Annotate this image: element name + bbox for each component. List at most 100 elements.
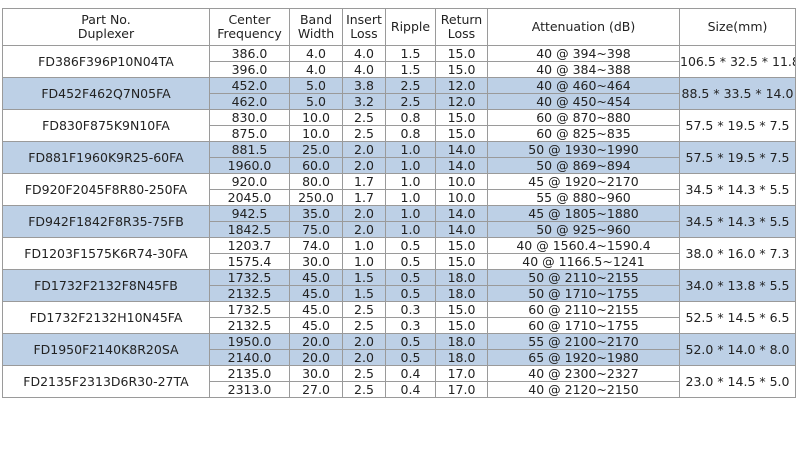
- band-width-cell: 45.0: [289, 301, 343, 318]
- ripple-cell: 1.0: [385, 205, 436, 222]
- band-width-cell: 4.0: [289, 61, 343, 78]
- attenuation-cell: 50 @ 925~960: [487, 221, 680, 238]
- insert-loss-cell: 2.5: [342, 125, 386, 142]
- insert-loss-cell: 1.7: [342, 189, 386, 206]
- header-line: Part No.: [81, 12, 131, 27]
- band-width-cell: 80.0: [289, 173, 343, 190]
- attenuation-cell: 60 @ 825~835: [487, 125, 680, 142]
- table-row: 875.0 10.0 2.5 0.8 15.0 60 @ 825~835: [3, 125, 796, 142]
- ripple-cell: 2.5: [385, 77, 436, 94]
- part-number-cell: FD386F396P10N04TA: [2, 45, 210, 78]
- header-size: Size(mm): [679, 8, 796, 46]
- attenuation-cell: 50 @ 869~894: [487, 157, 680, 174]
- return-loss-cell: 17.0: [435, 365, 488, 382]
- header-insert-loss: Insert Loss: [342, 8, 386, 46]
- insert-loss-cell: 2.0: [342, 141, 386, 158]
- header-line: Width: [297, 26, 335, 41]
- band-width-cell: 45.0: [289, 317, 343, 334]
- return-loss-cell: 14.0: [435, 221, 488, 238]
- duplexer-spec-table: Part No. Duplexer Center Frequency Band Width…: [2, 8, 796, 398]
- size-cell: 106.5 * 32.5 * 11.8: [679, 45, 796, 78]
- insert-loss-cell: 4.0: [342, 61, 386, 78]
- size-cell: 52.5 * 14.5 * 6.5: [679, 301, 796, 334]
- insert-loss-cell: 2.5: [342, 109, 386, 126]
- return-loss-cell: 12.0: [435, 77, 488, 94]
- header-line: Loss: [447, 26, 476, 41]
- ripple-cell: 2.5: [385, 93, 436, 110]
- center-frequency-cell: 2132.5: [209, 285, 290, 302]
- header-center-frequency: Center Frequency: [209, 8, 290, 46]
- size-cell: 34.0 * 13.8 * 5.5: [679, 269, 796, 302]
- header-return-loss: Return Loss: [435, 8, 488, 46]
- return-loss-cell: 15.0: [435, 237, 488, 254]
- ripple-cell: 1.5: [385, 45, 436, 62]
- ripple-cell: 0.8: [385, 109, 436, 126]
- attenuation-cell: 55 @ 880~960: [487, 189, 680, 206]
- table-row: 1575.4 30.0 1.0 0.5 15.0 40 @ 1166.5~1241: [3, 253, 796, 270]
- band-width-cell: 10.0: [289, 125, 343, 142]
- return-loss-cell: 14.0: [435, 157, 488, 174]
- center-frequency-cell: 1950.0: [209, 333, 290, 350]
- part-number-cell: FD1203F1575K6R74-30FA: [2, 237, 210, 270]
- ripple-cell: 0.8: [385, 125, 436, 142]
- table-row: 396.0 4.0 4.0 1.5 15.0 40 @ 384~388: [3, 61, 796, 78]
- insert-loss-cell: 2.5: [342, 365, 386, 382]
- band-width-cell: 5.0: [289, 77, 343, 94]
- center-frequency-cell: 1842.5: [209, 221, 290, 238]
- center-frequency-cell: 1575.4: [209, 253, 290, 270]
- part-number-cell: FD1732F2132F8N45FB: [2, 269, 210, 302]
- table-row: 2140.0 20.0 2.0 0.5 18.0 65 @ 1920~1980: [3, 349, 796, 366]
- part-number-cell: FD1732F2132H10N45FA: [2, 301, 210, 334]
- ripple-cell: 1.0: [385, 189, 436, 206]
- table-body: FD386F396P10N04TA 386.0 4.0 4.0 1.5 15.0 40 @ …: [2, 45, 796, 398]
- ripple-cell: 0.3: [385, 317, 436, 334]
- insert-loss-cell: 2.5: [342, 317, 386, 334]
- attenuation-cell: 45 @ 1805~1880: [487, 205, 680, 222]
- header-band-width: Band Width: [289, 8, 343, 46]
- ripple-cell: 0.4: [385, 381, 436, 398]
- band-width-cell: 4.0: [289, 45, 343, 62]
- attenuation-cell: 60 @ 1710~1755: [487, 317, 680, 334]
- table-row: FD1732F2132H10N45FA 1732.5 45.0 2.5 0.3 15.0 6…: [2, 301, 796, 334]
- table-row: FD920F2045F8R80-250FA 920.0 80.0 1.7 1.0 10.0…: [2, 173, 796, 206]
- return-loss-cell: 15.0: [435, 253, 488, 270]
- center-frequency-cell: 942.5: [209, 205, 290, 222]
- attenuation-cell: 60 @ 870~880: [487, 109, 680, 126]
- table-row: FD881F1960K9R25-60FA 881.5 25.0 2.0 1.0 14.0 5…: [2, 141, 796, 174]
- insert-loss-cell: 1.7: [342, 173, 386, 190]
- ripple-cell: 1.0: [385, 157, 436, 174]
- insert-loss-cell: 2.0: [342, 333, 386, 350]
- ripple-cell: 0.5: [385, 349, 436, 366]
- center-frequency-cell: 2132.5: [209, 317, 290, 334]
- table-row: 1960.0 60.0 2.0 1.0 14.0 50 @ 869~894: [3, 157, 796, 174]
- header-line: Center: [228, 12, 271, 27]
- return-loss-cell: 18.0: [435, 285, 488, 302]
- return-loss-cell: 10.0: [435, 173, 488, 190]
- band-width-cell: 35.0: [289, 205, 343, 222]
- return-loss-cell: 18.0: [435, 333, 488, 350]
- attenuation-cell: 40 @ 394~398: [487, 45, 680, 62]
- return-loss-cell: 17.0: [435, 381, 488, 398]
- header-line: Size(mm): [707, 19, 768, 34]
- insert-loss-cell: 2.5: [342, 381, 386, 398]
- attenuation-cell: 40 @ 384~388: [487, 61, 680, 78]
- band-width-cell: 10.0: [289, 109, 343, 126]
- center-frequency-cell: 1203.7: [209, 237, 290, 254]
- attenuation-cell: 40 @ 1560.4~1590.4: [487, 237, 680, 254]
- return-loss-cell: 14.0: [435, 205, 488, 222]
- center-frequency-cell: 2313.0: [209, 381, 290, 398]
- table-row: FD386F396P10N04TA 386.0 4.0 4.0 1.5 15.0 40 @ …: [2, 45, 796, 78]
- table-row: FD1950F2140K8R20SA 1950.0 20.0 2.0 0.5 18.0 55…: [2, 333, 796, 366]
- attenuation-cell: 40 @ 1166.5~1241: [487, 253, 680, 270]
- header-line: Ripple: [390, 19, 431, 34]
- attenuation-cell: 60 @ 2110~2155: [487, 301, 680, 318]
- band-width-cell: 30.0: [289, 365, 343, 382]
- band-width-cell: 75.0: [289, 221, 343, 238]
- part-number-cell: FD1950F2140K8R20SA: [2, 333, 210, 366]
- header-line: Duplexer: [77, 26, 135, 41]
- size-cell: 38.0 * 16.0 * 7.3: [679, 237, 796, 270]
- attenuation-cell: 65 @ 1920~1980: [487, 349, 680, 366]
- header-row: Part No. Duplexer Center Frequency Band Width…: [2, 8, 796, 46]
- ripple-cell: 1.5: [385, 61, 436, 78]
- insert-loss-cell: 1.0: [342, 237, 386, 254]
